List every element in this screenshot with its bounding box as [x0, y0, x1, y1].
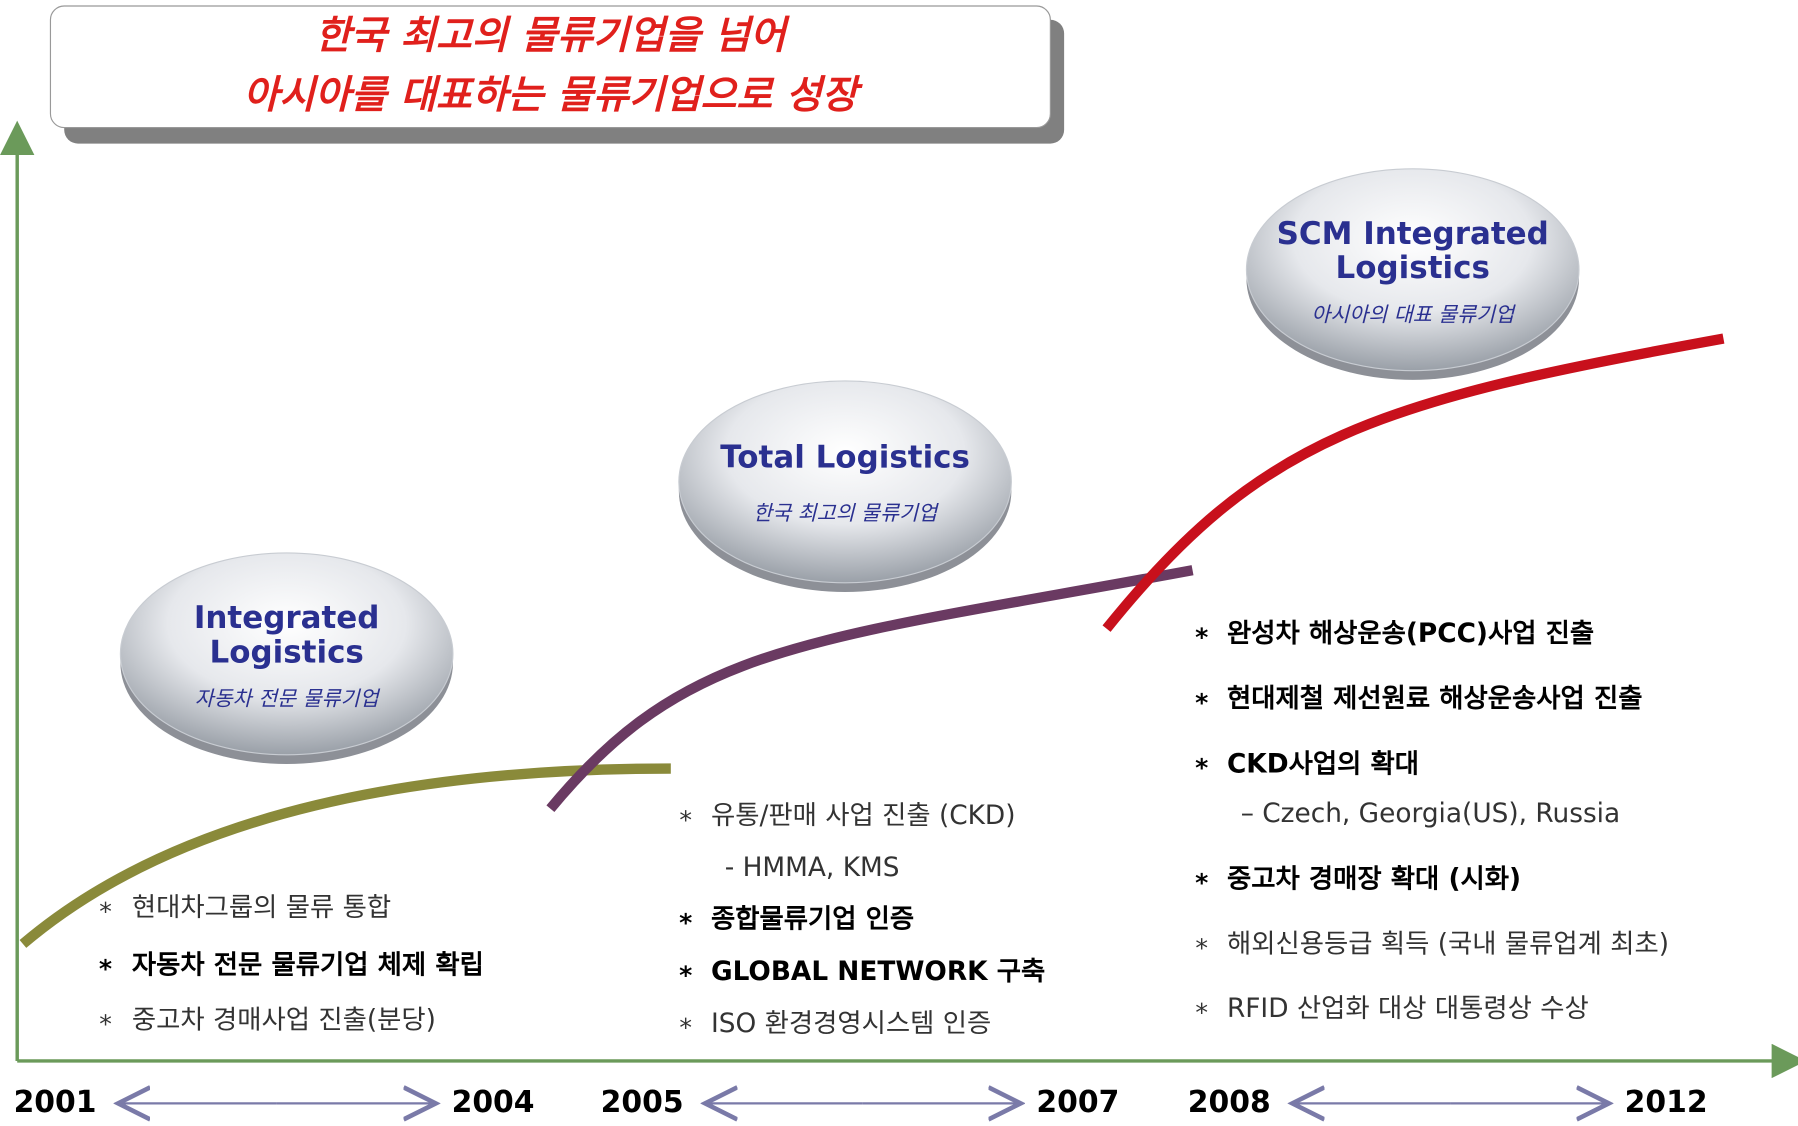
stage-name: Integrated — [194, 600, 380, 636]
stage-subtitle: 한국 최고의 물류기업 — [753, 501, 939, 525]
stage-item: 완성차 해상운송(PCC)사업 진출 — [1227, 619, 1594, 649]
stage-item: CKD사업의 확대 — [1227, 750, 1419, 780]
title-box — [49, 5, 1051, 129]
growth-curve — [546, 565, 1194, 812]
stage-name: Total Logistics — [720, 439, 970, 475]
stage-item: 중고차 경매사업 진출(분당) — [132, 1005, 436, 1035]
year-label: 2007 — [1036, 1085, 1119, 1120]
bullet: * — [679, 805, 692, 834]
bullet: * — [679, 908, 692, 937]
year-label: 2004 — [452, 1085, 535, 1120]
bullet: * — [99, 1009, 112, 1038]
stage-item: – Czech, Georgia(US), Russia — [1241, 799, 1620, 829]
stage-bubble — [1245, 168, 1580, 372]
year-label: 2008 — [1188, 1085, 1271, 1120]
year-label: 2005 — [601, 1085, 684, 1120]
stage-item: 현대차그룹의 물류 통합 — [132, 893, 391, 923]
stage-bubble — [678, 380, 1012, 584]
stage-item: RFID 산업화 대상 대통령상 수상 — [1227, 994, 1589, 1024]
stage-item: ISO 환경경영시스템 인증 — [711, 1009, 991, 1039]
bullet: * — [1195, 754, 1208, 783]
growth-curve — [1102, 333, 1725, 632]
stage-item: 유통/판매 사업 진출 (CKD) — [711, 801, 1016, 831]
stage-name: Logistics — [1336, 250, 1490, 286]
stage-name: Logistics — [209, 634, 363, 670]
bullet: * — [1195, 998, 1208, 1027]
bullet: * — [1195, 688, 1208, 717]
bullet: * — [679, 961, 692, 990]
bullet: * — [1195, 868, 1208, 897]
bullet: * — [99, 897, 112, 926]
bullet: * — [99, 954, 112, 983]
stage-bubble — [119, 552, 454, 756]
stage-name: SCM Integrated — [1277, 216, 1549, 252]
title-line: 아시아를 대표하는 물류기업으로 성장 — [243, 73, 863, 118]
bullet: * — [1195, 623, 1208, 652]
year-label: 2001 — [14, 1085, 97, 1120]
stage-item: 중고차 경매장 확대 (시화) — [1227, 864, 1521, 894]
stage-item: 현대제철 제선원료 해상운송사업 진출 — [1227, 684, 1643, 714]
stage-subtitle: 자동차 전문 물류기업 — [195, 687, 381, 711]
bullet: * — [679, 1013, 692, 1042]
stage-item: 종합물류기업 인증 — [711, 904, 914, 934]
title-line: 한국 최고의 물류기업을 넘어 — [315, 14, 790, 59]
stage-item: GLOBAL NETWORK 구축 — [711, 957, 1045, 987]
year-label: 2012 — [1625, 1085, 1708, 1120]
stage-item: 해외신용등급 획득 (국내 물류업계 최초) — [1227, 930, 1669, 960]
stage-subtitle: 아시아의 대표 물류기업 — [1311, 303, 1516, 327]
stage-item: 자동차 전문 물류기업 체제 확립 — [132, 950, 484, 980]
stage-item: - HMMA, KMS — [725, 853, 900, 883]
growth-curve — [19, 763, 671, 948]
bullet: * — [1195, 934, 1208, 963]
